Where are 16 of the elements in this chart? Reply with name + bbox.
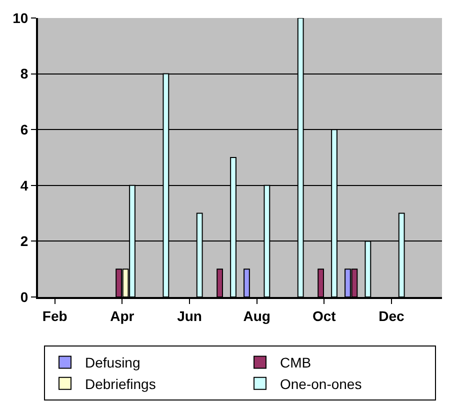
legend-label: CMB — [280, 354, 312, 371]
x-tick-label: Feb — [42, 308, 68, 324]
legend-label: One-on-ones — [280, 376, 362, 392]
y-tick-label: 4 — [20, 177, 28, 194]
legend-label: Debriefings — [85, 376, 156, 392]
x-tick-label: Aug — [243, 308, 270, 324]
x-tick-label: Jun — [177, 308, 202, 324]
x-tick-label: Dec — [378, 308, 405, 324]
x-tick-label: Oct — [312, 308, 336, 324]
y-tick-label: 10 — [12, 10, 28, 26]
y-tick-label: 8 — [20, 66, 28, 82]
y-tick-label: 2 — [20, 233, 28, 250]
y-tick-label: 0 — [20, 288, 28, 305]
x-tick-label: Apr — [110, 308, 135, 324]
y-tick-label: 6 — [20, 122, 28, 138]
legend-label: Defusing — [85, 354, 140, 371]
